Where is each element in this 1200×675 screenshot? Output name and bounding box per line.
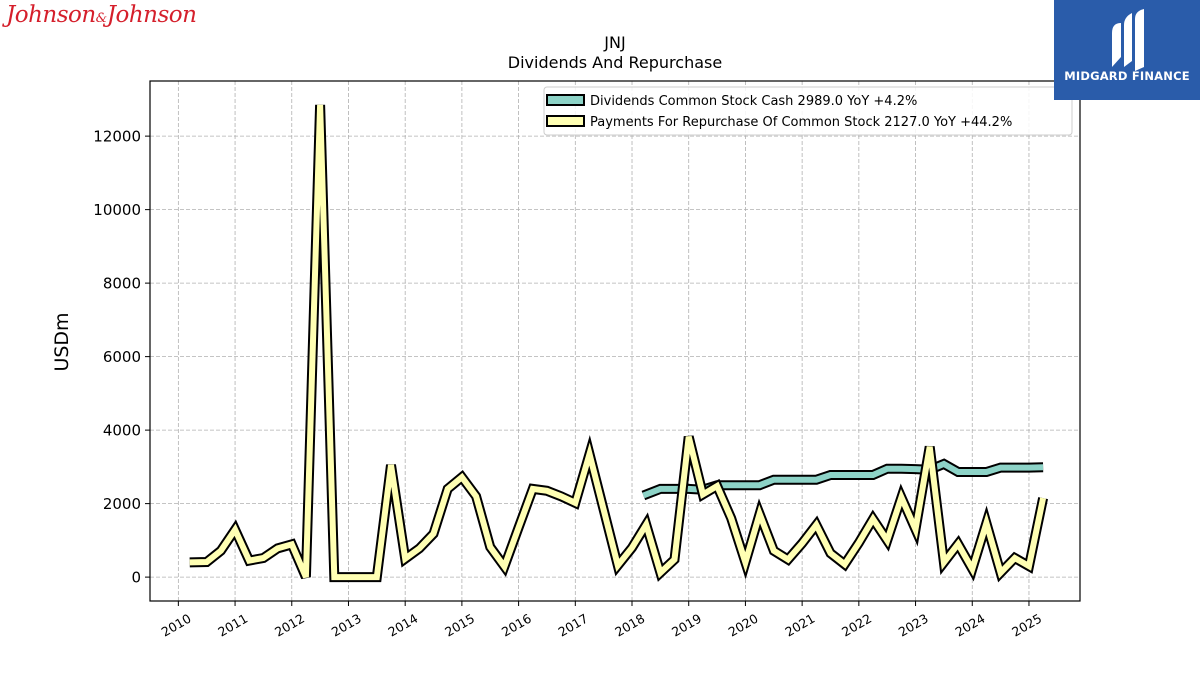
chart-title: JNJ <box>603 33 625 52</box>
x-tick-label: 2018 <box>612 611 647 640</box>
x-tick-label: 2023 <box>896 611 931 640</box>
y-tick-label: 10000 <box>93 201 141 219</box>
x-tick-label: 2012 <box>272 611 307 640</box>
x-tick-label: 2025 <box>1009 611 1044 640</box>
x-tick-label: 2017 <box>556 611 591 640</box>
x-tick-label: 2014 <box>385 611 420 640</box>
legend-label: Payments For Repurchase Of Common Stock … <box>590 115 1012 130</box>
legend: Dividends Common Stock Cash 2989.0 YoY +… <box>543 86 1073 136</box>
axes: 2010 2011 2012 2013 2014 2015 2016 2017 2018 2019… <box>93 128 1044 640</box>
midgard-m-icon <box>1112 9 1144 71</box>
x-tick-label: 2010 <box>159 611 194 640</box>
plot-frame <box>149 80 1081 602</box>
x-tick-label: 2013 <box>329 611 364 640</box>
x-tick-label: 2011 <box>215 611 250 640</box>
x-tick-label: 2021 <box>782 611 817 640</box>
series-line <box>189 104 1047 581</box>
midgard-finance-logo: MIDGARD FINANCE <box>1054 0 1200 100</box>
series-layer <box>189 104 1048 583</box>
y-tick-label: 6000 <box>103 348 141 366</box>
legend-box <box>543 86 1073 136</box>
legend-label: Dividends Common Stock Cash 2989.0 YoY +… <box>590 94 917 109</box>
y-axis-label: USDm <box>51 312 73 371</box>
series-2 <box>189 104 1048 583</box>
legend-swatch <box>546 115 585 127</box>
y-tick-label: 2000 <box>103 495 141 513</box>
x-tick-label: 2020 <box>726 611 761 640</box>
x-tick-label: 2019 <box>669 611 704 640</box>
johnson-and-johnson-logo: Johnson&Johnson <box>6 2 197 28</box>
midgard-finance-name: MIDGARD FINANCE <box>1064 69 1190 83</box>
y-tick-label: 8000 <box>103 275 141 293</box>
x-tick-label: 2015 <box>442 611 477 640</box>
legend-swatch <box>546 94 585 106</box>
y-tick-label: 0 <box>131 569 141 587</box>
x-tick-label: 2024 <box>952 611 987 640</box>
x-tick-label: 2016 <box>499 611 534 640</box>
y-tick-label: 12000 <box>93 128 141 146</box>
y-tick-label: 4000 <box>103 422 141 440</box>
chart-subtitle: Dividends And Repurchase <box>508 53 722 72</box>
x-tick-label: 2022 <box>839 611 874 640</box>
